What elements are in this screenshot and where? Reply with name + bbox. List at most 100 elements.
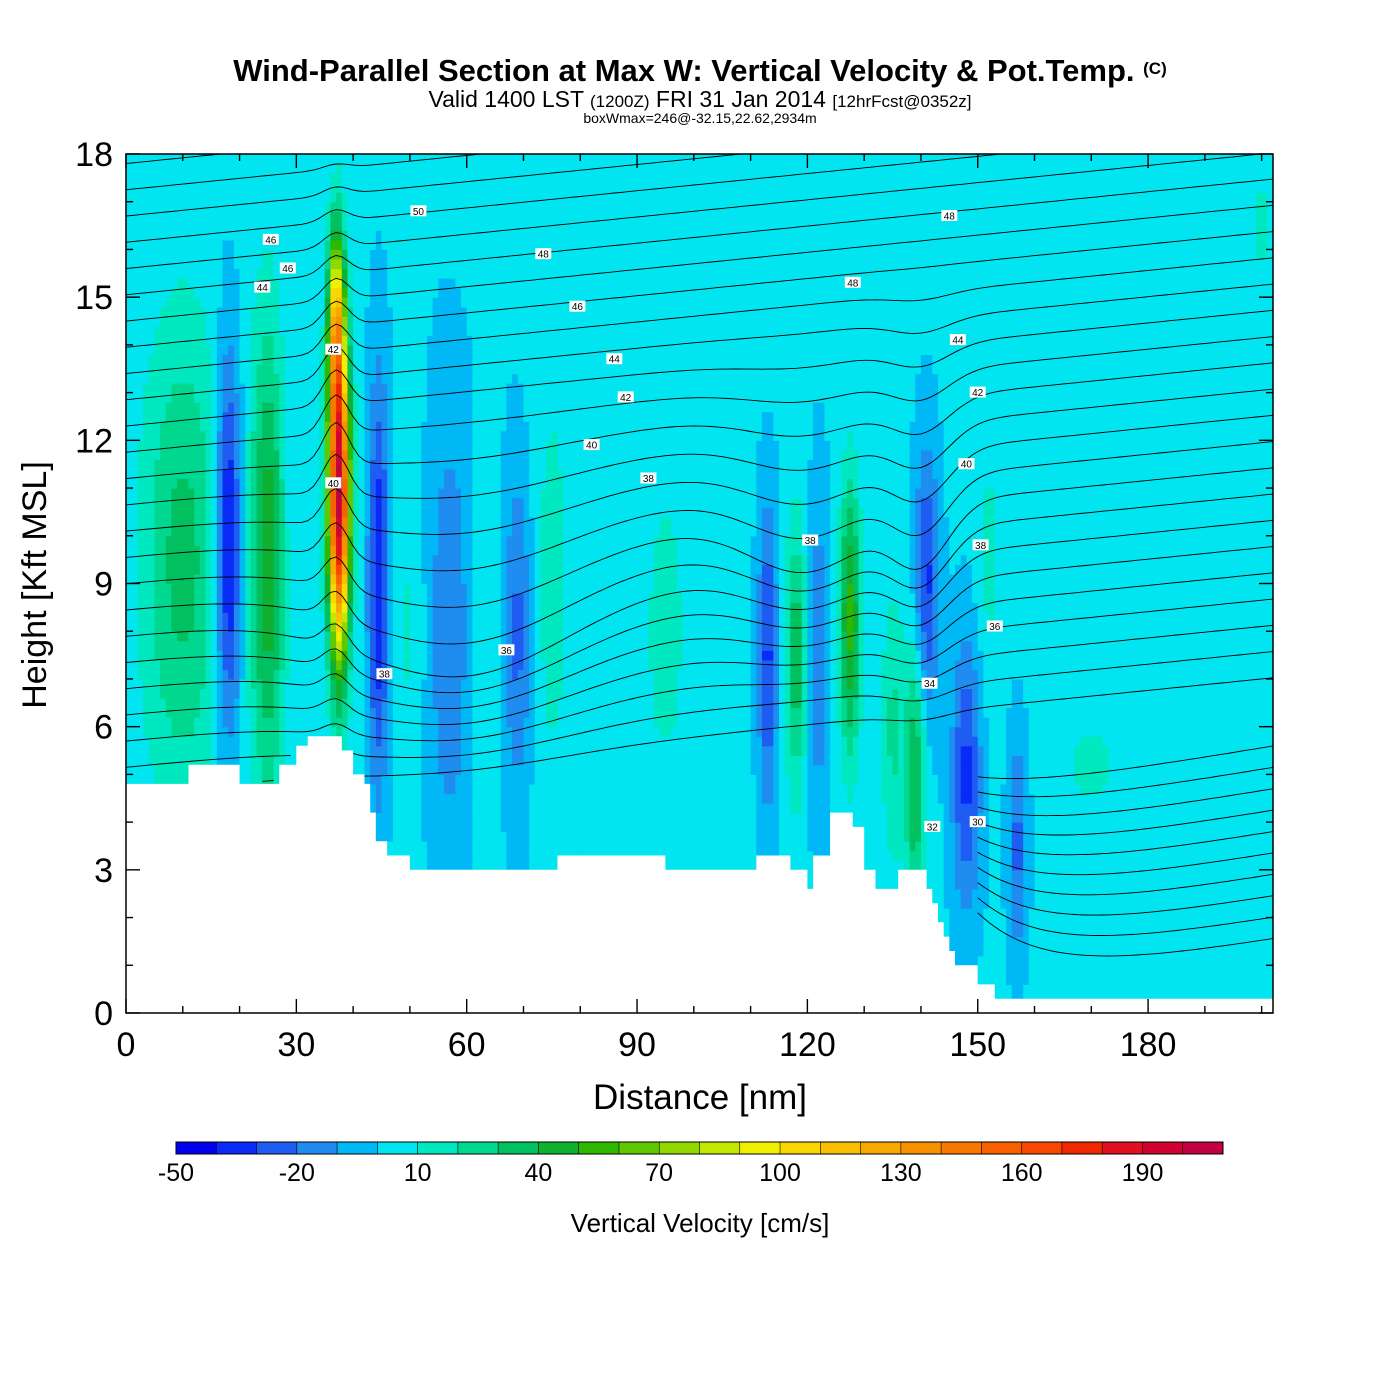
velocity-cell [415,468,422,480]
velocity-cell [171,440,178,451]
velocity-cell [432,497,439,508]
velocity-cell [341,602,349,613]
velocity-cell [194,173,201,184]
velocity-cell [302,449,309,461]
velocity-cell [319,306,326,317]
velocity-cell [250,688,258,699]
velocity-cell [364,173,371,184]
velocity-cell [392,573,400,585]
velocity-cell [353,192,360,203]
velocity-cell [177,383,184,394]
velocity-cell [279,278,286,289]
velocity-cell [307,411,314,422]
velocity-cell [262,764,269,775]
velocity-cell [143,430,150,441]
velocity-cell [296,173,303,184]
velocity-cell [426,278,434,289]
velocity-cell [307,421,314,432]
velocity-cell [233,688,241,699]
velocity-cell [188,488,195,499]
velocity-cell [307,430,314,441]
velocity-cell [290,459,297,470]
velocity-cell [381,535,388,546]
velocity-cell [364,402,371,413]
velocity-cell [284,449,292,461]
velocity-cell [302,392,309,403]
velocity-cell [330,363,337,375]
velocity-cell [273,278,280,289]
velocity-cell [262,383,269,394]
velocity-cell [205,411,212,422]
velocity-cell [404,812,411,823]
velocity-cell [421,192,428,203]
velocity-cell [233,488,241,499]
velocity-cell [188,316,195,327]
velocity-cell [387,573,394,585]
velocity-cell [188,526,195,537]
velocity-cell [426,230,434,241]
velocity-cell [381,564,388,575]
velocity-cell [126,602,133,613]
velocity-cell [432,764,439,775]
velocity-cell [177,182,184,193]
velocity-cell [353,468,360,480]
velocity-cell [131,440,138,451]
velocity-cell [194,354,201,365]
velocity-cell [262,449,269,461]
velocity-cell [154,440,161,451]
velocity-cell [267,507,275,518]
velocity-cell [358,249,366,260]
velocity-cell [154,163,161,174]
velocity-cell [404,344,411,356]
velocity-cell [341,354,349,365]
velocity-cell [182,258,190,270]
velocity-cell [319,402,326,413]
velocity-cell [188,201,195,212]
velocity-cell [194,640,201,651]
velocity-cell [313,306,320,317]
velocity-cell [409,831,417,842]
velocity-cell [239,640,246,651]
velocity-cell [154,573,161,585]
velocity-cell [239,488,246,499]
velocity-cell [148,593,155,604]
velocity-cell [199,182,207,193]
velocity-cell [319,258,326,270]
velocity-cell [330,602,337,613]
velocity-cell [392,783,400,795]
velocity-cell [211,173,218,184]
velocity-cell [432,182,439,193]
velocity-cell [148,717,155,728]
velocity-cell [239,669,246,680]
velocity-cell [267,211,275,222]
velocity-cell [188,173,195,184]
velocity-cell [336,278,343,289]
velocity-cell [239,449,246,461]
velocity-cell [381,602,388,613]
velocity-cell [233,478,241,489]
velocity-cell [319,392,326,403]
velocity-cell [194,363,201,375]
velocity-cell [256,602,263,613]
velocity-cell [228,306,235,317]
velocity-cell [381,516,388,527]
velocity-cell [233,239,241,251]
velocity-cell [324,449,332,461]
velocity-cell [421,707,428,718]
velocity-cell [233,516,241,527]
velocity-cell [182,316,190,327]
velocity-cell [126,316,133,327]
velocity-cell [216,373,224,384]
velocity-cell [216,468,224,480]
velocity-cell [290,363,297,375]
velocity-cell [284,297,292,308]
velocity-cell [409,678,417,690]
velocity-cell [307,249,314,260]
velocity-cell [313,163,320,174]
velocity-cell [358,745,366,756]
velocity-cell [154,344,161,356]
velocity-cell [358,640,366,651]
velocity-cell [222,659,229,670]
velocity-cell [290,239,297,251]
velocity-cell [421,173,428,184]
